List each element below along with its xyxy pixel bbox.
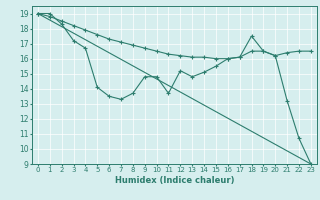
X-axis label: Humidex (Indice chaleur): Humidex (Indice chaleur) xyxy=(115,176,234,185)
